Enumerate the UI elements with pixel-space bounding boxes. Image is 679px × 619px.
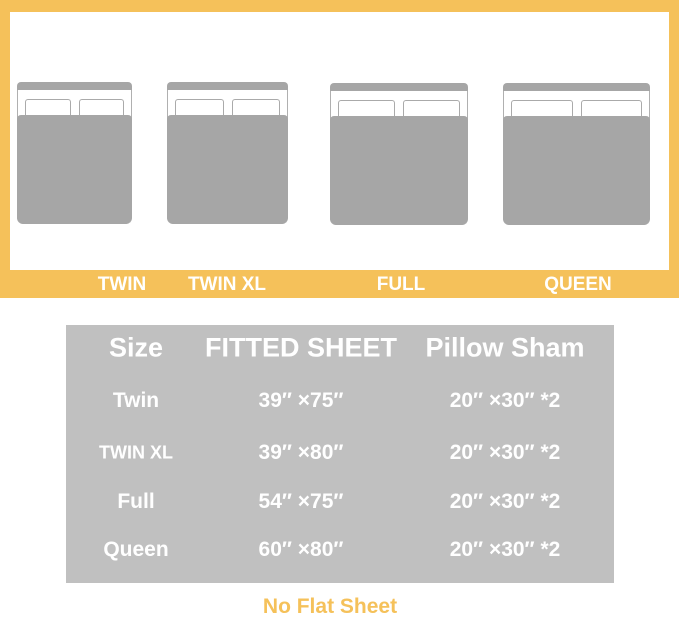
fitted-sheet (330, 116, 468, 225)
headboard (17, 82, 132, 90)
bed-icon (330, 83, 468, 225)
bed-icon (503, 83, 650, 225)
table-cell: Full (117, 490, 155, 513)
table-cell: Queen (103, 538, 169, 561)
table-cell: 54″ ×75″ (258, 490, 344, 513)
bed-size-label: TWIN (97, 274, 147, 295)
headboard (330, 83, 468, 91)
headboard (167, 82, 288, 90)
bed-icon (17, 82, 132, 224)
table-cell: 60″ ×80″ (258, 538, 344, 561)
bed-size-label: QUEEN (544, 274, 612, 295)
pillow-icon (231, 99, 280, 119)
pillow-icon (403, 100, 460, 120)
table-cell: 20″ ×30″ *2 (449, 389, 561, 412)
pillow-icon (511, 100, 573, 120)
table-cell: 20″ ×30″ *2 (449, 538, 561, 561)
table-cell: 20″ ×30″ *2 (449, 441, 561, 464)
table-header: Pillow Sham (425, 332, 585, 363)
fitted-sheet (503, 116, 650, 225)
fitted-sheet (167, 115, 288, 224)
bed-size-label: FULL (376, 274, 426, 295)
table-header: FITTED SHEET (204, 332, 398, 363)
pillow-icon (580, 100, 642, 120)
fitted-sheet (17, 115, 132, 224)
table-cell: 39″ ×75″ (258, 389, 344, 412)
pillow-icon (78, 99, 124, 119)
table-cell: TWIN XL (99, 442, 173, 463)
no-flat-sheet-note: No Flat Sheet (262, 595, 398, 618)
table-cell: Twin (112, 389, 160, 412)
pillow-icon (338, 100, 395, 120)
table-cell: 39″ ×80″ (258, 441, 344, 464)
bed-icon (167, 82, 288, 224)
pillow-icon (175, 99, 224, 119)
table-header: Size (108, 332, 164, 363)
size-table: Size FITTED SHEET Pillow Sham Twin 39″ ×75″ 2… (66, 325, 614, 583)
headboard (503, 83, 650, 91)
bed-size-label: TWIN XL (187, 274, 267, 295)
pillow-icon (25, 99, 71, 119)
table-cell: 20″ ×30″ *2 (449, 490, 561, 513)
